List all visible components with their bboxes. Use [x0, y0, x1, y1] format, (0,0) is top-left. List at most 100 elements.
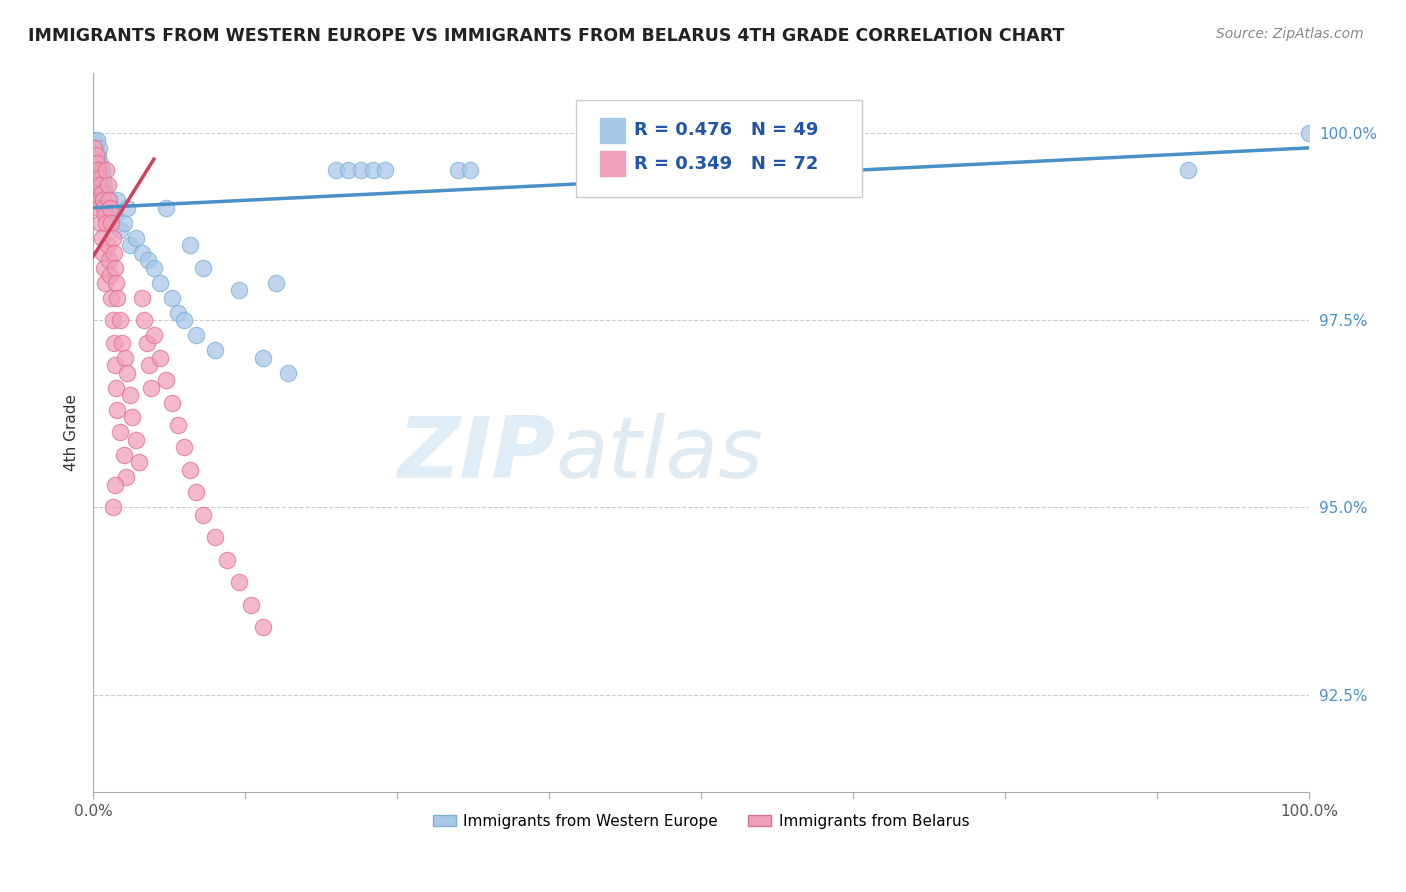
- Point: [93, 260, 115, 275]
- Point: [100, 201, 122, 215]
- Point: [149, 276, 172, 290]
- Point: [374, 163, 396, 178]
- Point: [134, 313, 156, 327]
- Point: [104, 478, 127, 492]
- Text: Source: ZipAtlas.com: Source: ZipAtlas.com: [1216, 27, 1364, 41]
- Point: [131, 291, 153, 305]
- Point: [100, 291, 122, 305]
- Point: [103, 245, 125, 260]
- Point: [97, 238, 120, 252]
- Bar: [600, 151, 624, 176]
- Point: [350, 163, 373, 178]
- Point: [142, 328, 165, 343]
- Point: [112, 216, 135, 230]
- Point: [86, 156, 108, 170]
- Point: [121, 410, 143, 425]
- Point: [84, 163, 107, 178]
- Point: [103, 335, 125, 350]
- Point: [155, 373, 177, 387]
- Text: atlas: atlas: [555, 412, 763, 496]
- Point: [337, 163, 360, 178]
- FancyBboxPatch shape: [576, 100, 862, 197]
- Point: [87, 148, 110, 162]
- Point: [101, 500, 124, 515]
- Point: [89, 156, 111, 170]
- Point: [149, 351, 172, 365]
- Point: [108, 313, 131, 327]
- Point: [277, 366, 299, 380]
- Point: [252, 351, 274, 365]
- Point: [91, 194, 114, 208]
- Point: [89, 178, 111, 193]
- Point: [87, 163, 110, 178]
- Point: [179, 238, 201, 252]
- Point: [215, 553, 238, 567]
- Point: [83, 133, 105, 147]
- Point: [86, 156, 108, 170]
- Point: [167, 305, 190, 319]
- Point: [83, 141, 105, 155]
- Point: [94, 186, 117, 200]
- Point: [252, 620, 274, 634]
- Point: [97, 194, 120, 208]
- Point: [83, 163, 105, 178]
- Point: [105, 380, 128, 394]
- Point: [115, 470, 138, 484]
- Point: [91, 245, 114, 260]
- Point: [105, 276, 128, 290]
- Point: [104, 208, 127, 222]
- Point: [186, 485, 208, 500]
- Point: [104, 260, 127, 275]
- Point: [128, 455, 150, 469]
- Point: [361, 163, 384, 178]
- Point: [107, 403, 129, 417]
- Point: [228, 283, 250, 297]
- Point: [93, 178, 115, 193]
- Point: [97, 178, 120, 193]
- Point: [87, 194, 110, 208]
- Point: [93, 201, 115, 215]
- Point: [186, 328, 208, 343]
- Point: [264, 276, 287, 290]
- Point: [155, 201, 177, 215]
- Point: [84, 141, 107, 155]
- Point: [179, 463, 201, 477]
- Point: [142, 260, 165, 275]
- Point: [135, 335, 157, 350]
- Point: [84, 148, 107, 162]
- Point: [97, 194, 120, 208]
- Point: [96, 163, 118, 178]
- Point: [111, 335, 134, 350]
- Point: [204, 530, 226, 544]
- Point: [107, 291, 129, 305]
- Point: [240, 598, 263, 612]
- Point: [87, 170, 110, 185]
- Point: [204, 343, 226, 357]
- Y-axis label: 4th Grade: 4th Grade: [65, 394, 79, 471]
- Text: IMMIGRANTS FROM WESTERN EUROPE VS IMMIGRANTS FROM BELARUS 4TH GRADE CORRELATION : IMMIGRANTS FROM WESTERN EUROPE VS IMMIGR…: [28, 27, 1064, 45]
- Point: [191, 508, 214, 522]
- Point: [90, 163, 112, 178]
- Point: [131, 245, 153, 260]
- Point: [124, 231, 146, 245]
- Point: [118, 388, 141, 402]
- Legend: Immigrants from Western Europe, Immigrants from Belarus: Immigrants from Western Europe, Immigran…: [426, 807, 976, 835]
- Point: [89, 178, 111, 193]
- Point: [100, 216, 122, 230]
- Point: [97, 253, 120, 268]
- Point: [86, 186, 108, 200]
- Point: [141, 380, 163, 394]
- Point: [86, 133, 108, 147]
- Point: [89, 216, 111, 230]
- Point: [160, 291, 183, 305]
- Point: [173, 441, 195, 455]
- Point: [90, 231, 112, 245]
- Point: [89, 141, 111, 155]
- Point: [90, 186, 112, 200]
- Point: [115, 366, 138, 380]
- Point: [228, 575, 250, 590]
- Point: [114, 351, 136, 365]
- Point: [89, 201, 111, 215]
- Point: [101, 313, 124, 327]
- Point: [98, 201, 121, 215]
